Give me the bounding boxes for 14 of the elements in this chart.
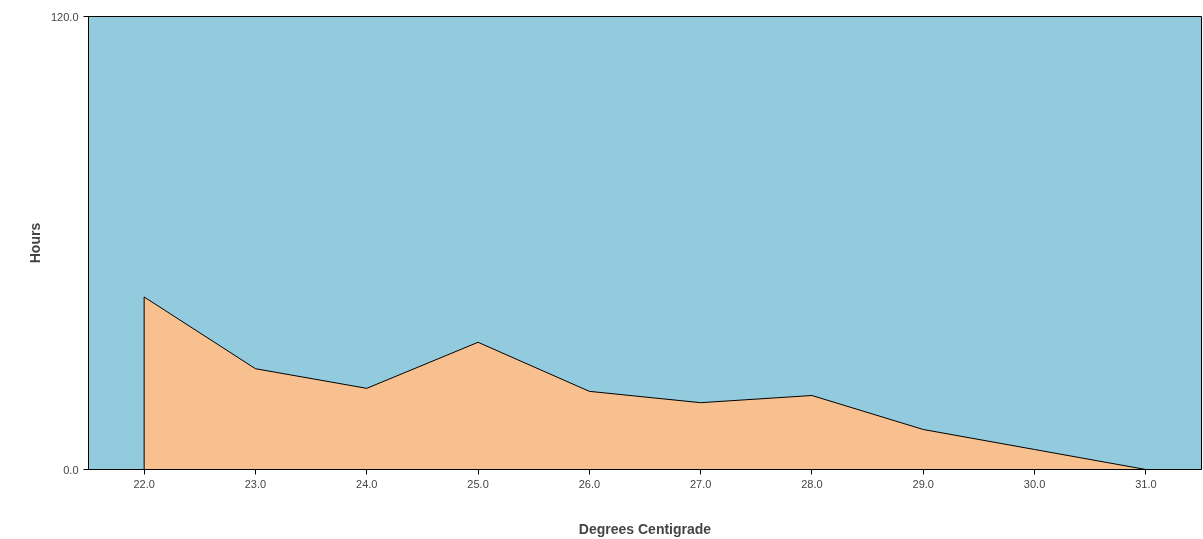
x-axis-title: Degrees Centigrade bbox=[578, 520, 712, 537]
x-tick-label: 25.0 bbox=[467, 477, 489, 490]
x-tick-label: 23.0 bbox=[244, 477, 267, 490]
y-tick-label: 120.0 bbox=[50, 10, 79, 23]
x-tick-label: 29.0 bbox=[912, 477, 934, 490]
x-tick-label: 27.0 bbox=[689, 477, 712, 490]
x-tick-label: 28.0 bbox=[801, 477, 823, 490]
x-tick-label: 31.0 bbox=[1135, 477, 1157, 490]
x-tick-label: 24.0 bbox=[356, 477, 378, 490]
y-tick-label: 0.0 bbox=[63, 463, 79, 476]
x-tick-label: 26.0 bbox=[578, 477, 601, 490]
x-tick-label: 30.0 bbox=[1023, 477, 1046, 490]
y-axis-title: Hours bbox=[26, 222, 43, 264]
x-tick-label: 22.0 bbox=[133, 477, 155, 490]
